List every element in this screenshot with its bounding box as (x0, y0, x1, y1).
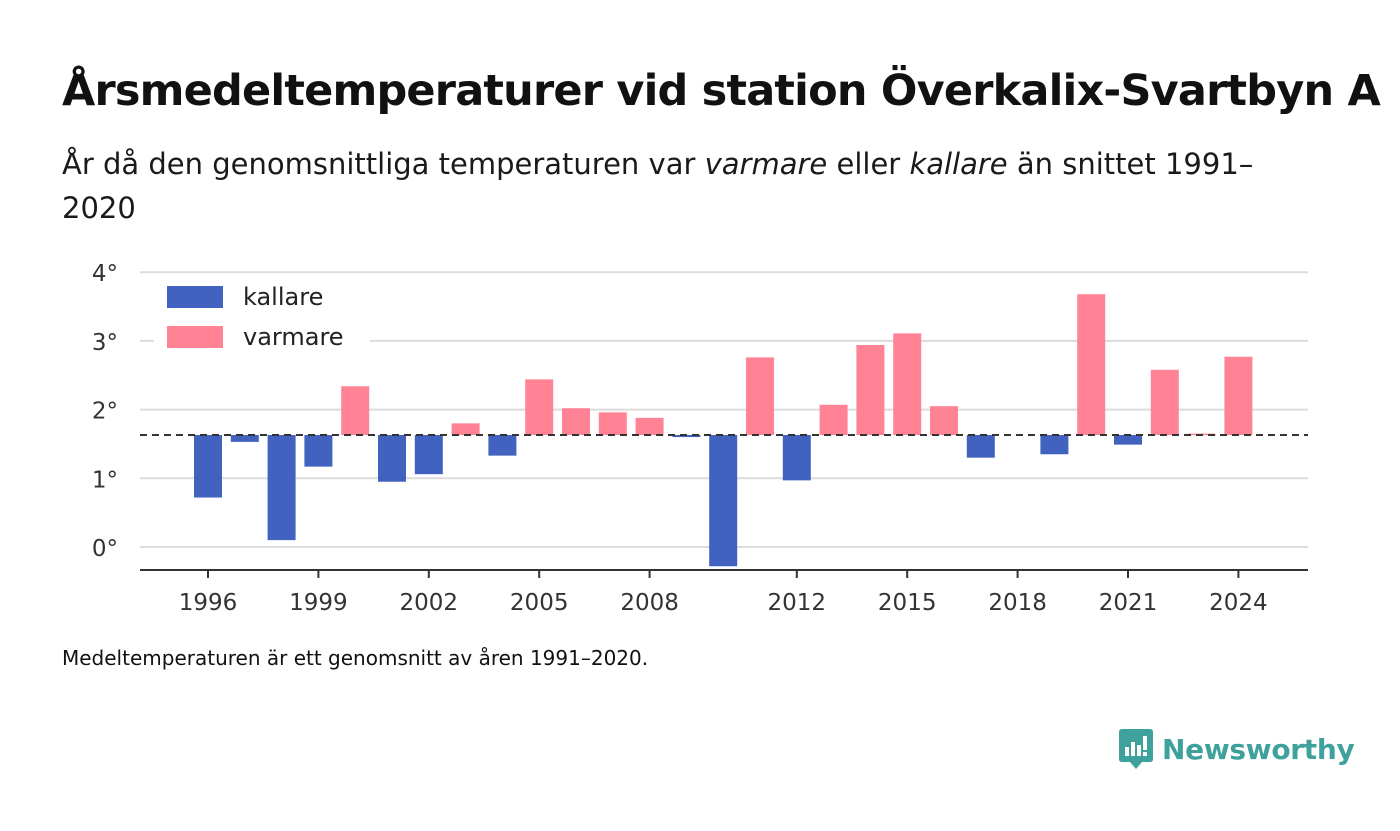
bars (194, 294, 1253, 567)
bar-2024 (1224, 356, 1253, 436)
x-tick-label-1: 1999 (289, 590, 348, 616)
bar-2002 (414, 435, 443, 475)
y-tick-label-3: 3° (92, 330, 118, 356)
bar-1999 (304, 435, 333, 467)
bar-2015 (893, 333, 922, 436)
bar-2021 (1114, 435, 1142, 445)
bar-2006 (562, 408, 590, 436)
bar-2020 (1077, 294, 1106, 436)
x-tick-label-5: 2012 (768, 590, 827, 616)
brand-name: Newsworthy (1162, 732, 1355, 766)
y-tick-label-4: 4° (92, 261, 118, 287)
bar-2022 (1150, 369, 1179, 436)
subtitle-warm-word: varmare (704, 147, 828, 181)
legend-label-kallare: kallare (243, 283, 323, 311)
brand-logo: Newsworthy (1118, 727, 1355, 771)
chart-title: Årsmedeltemperaturer vid station Överkal… (62, 66, 1381, 116)
bar-2001 (378, 435, 406, 482)
legend-label-varmare: varmare (243, 323, 344, 351)
bar-2012 (782, 435, 811, 481)
newsworthy-logo-icon (1119, 729, 1153, 769)
subtitle-part-3: än snittet 1991–2020 (62, 147, 1254, 225)
x-tick-label-4: 2008 (620, 590, 679, 616)
footnote: Medeltemperaturen är ett genomsnitt av å… (62, 646, 649, 670)
bar-2017 (966, 435, 995, 458)
y-tick-label-0: 0° (92, 536, 118, 562)
bar-2003 (451, 423, 480, 436)
x-tick-label-7: 2018 (988, 590, 1047, 616)
bar-chart: 0° 1° 2° 3° 4° 1996 1999 2002 2005 2008 2012 2015 2… (92, 261, 1308, 616)
bar-2009 (672, 435, 701, 438)
bar-2016 (930, 406, 958, 436)
x-tick-label-0: 1996 (179, 590, 238, 616)
legend: kallare varmare (154, 276, 370, 360)
bar-2005 (525, 379, 554, 436)
x-axis-ticks: 1996 1999 2002 2005 2008 2012 2015 2018 2021 2024 (179, 570, 1268, 616)
bar-2019 (1040, 435, 1069, 455)
bar-2007 (598, 412, 627, 436)
bar-2011 (746, 357, 774, 436)
legend-swatch-varmare (167, 326, 223, 348)
chart-subtitle: År då den genomsnittliga temperaturen va… (62, 142, 1262, 230)
x-tick-label-2: 2002 (400, 590, 459, 616)
y-tick-label-2: 2° (92, 399, 118, 425)
y-axis-ticks: 0° 1° 2° 3° 4° (92, 261, 118, 562)
bar-2014 (856, 345, 885, 436)
bar-1997 (230, 435, 259, 442)
subtitle-cold-word: kallare (909, 147, 1008, 181)
y-tick-label-1: 1° (92, 467, 118, 493)
x-tick-label-6: 2015 (878, 590, 937, 616)
x-tick-label-9: 2024 (1209, 590, 1268, 616)
legend-swatch-kallare (167, 286, 223, 308)
bar-2008 (635, 417, 664, 436)
bar-2013 (819, 404, 848, 436)
x-tick-label-8: 2021 (1099, 590, 1158, 616)
bar-2010 (709, 435, 738, 567)
subtitle-part-2: eller (827, 147, 910, 181)
bar-2004 (488, 435, 517, 456)
bar-1996 (194, 435, 222, 498)
x-tick-label-3: 2005 (510, 590, 569, 616)
bar-1998 (267, 435, 296, 541)
bar-2000 (341, 386, 370, 436)
subtitle-part-1: År då den genomsnittliga temperaturen va… (62, 147, 705, 181)
